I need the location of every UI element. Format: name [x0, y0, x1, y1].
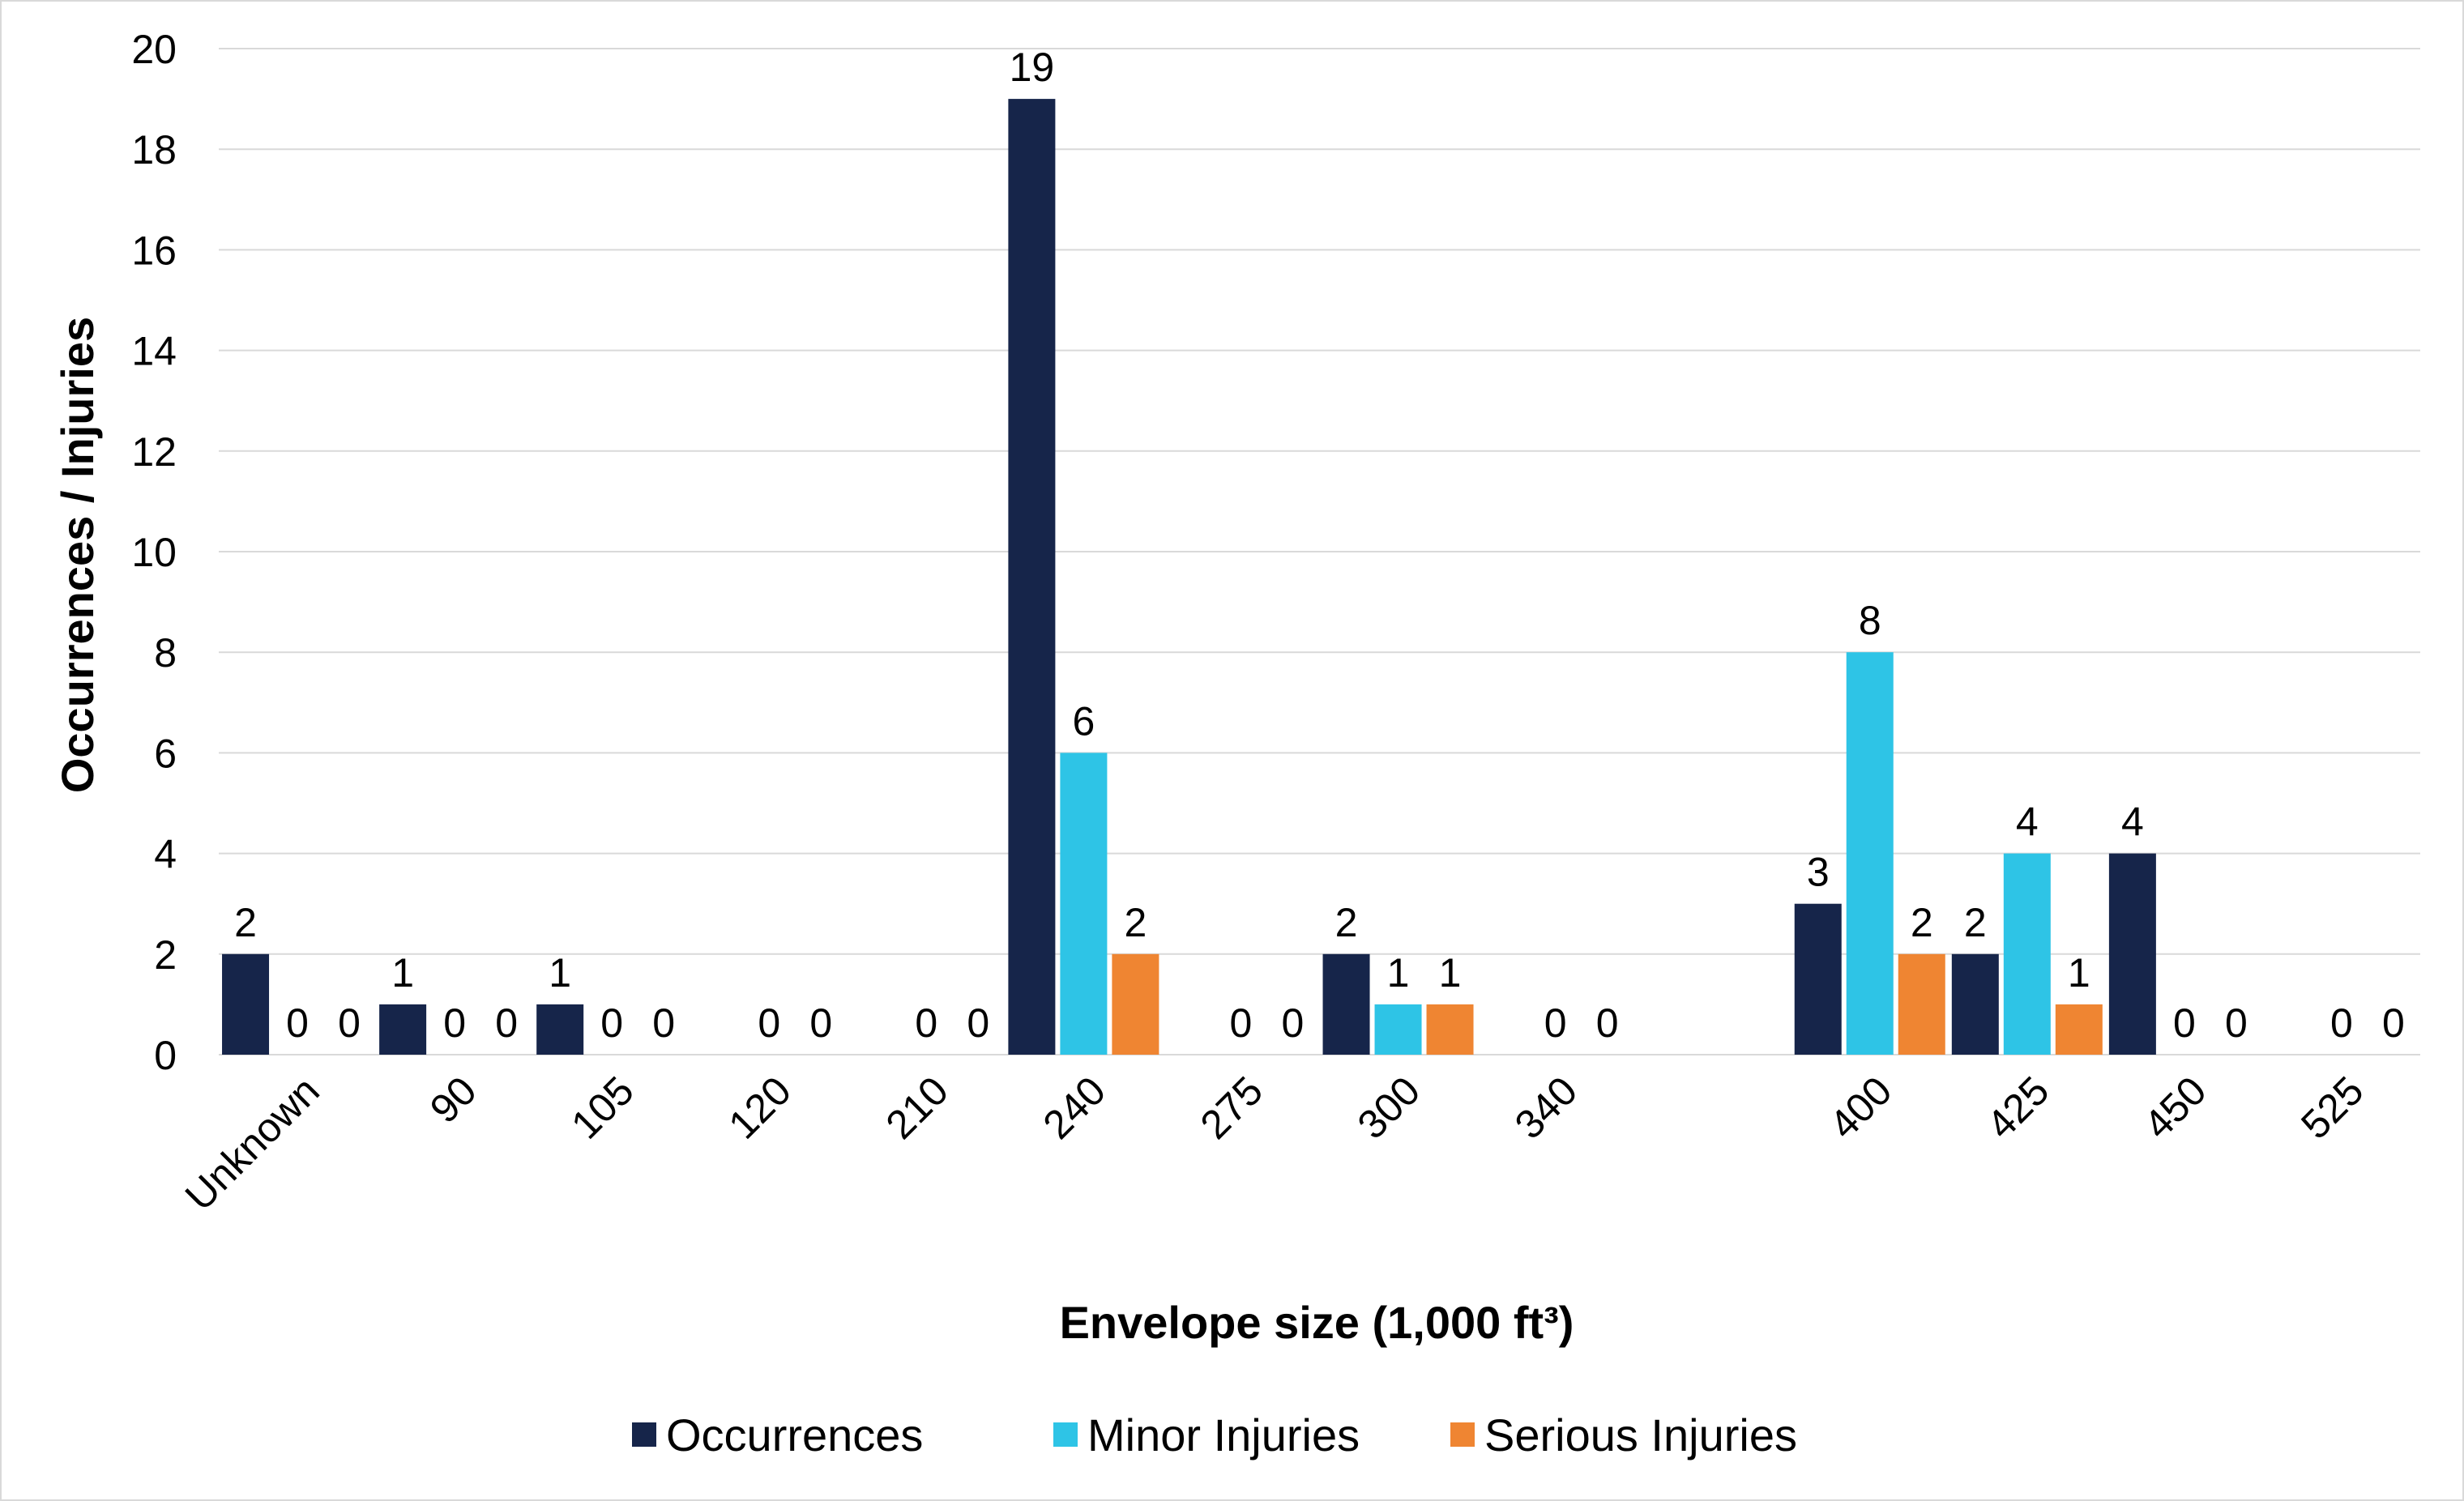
legend-label: Occurrences [666, 1409, 923, 1460]
legend-swatch [1053, 1422, 1078, 1447]
y-tick-label: 4 [154, 832, 177, 877]
data-label: 0 [915, 1000, 937, 1046]
data-label: 1 [2068, 950, 2090, 996]
data-label: 0 [1544, 1000, 1567, 1046]
data-label: 4 [2016, 800, 2039, 845]
y-tick-label: 0 [154, 1033, 177, 1078]
data-label: 4 [2121, 800, 2144, 845]
data-label: 19 [1010, 45, 1055, 90]
y-tick-label: 2 [154, 932, 177, 978]
y-tick-label: 8 [154, 630, 177, 676]
x-tick-label: 210 [878, 1068, 958, 1148]
data-label: 0 [338, 1000, 361, 1046]
y-tick-label: 12 [131, 429, 177, 475]
bar-occurrences [222, 953, 270, 1055]
data-label: 0 [495, 1000, 518, 1046]
bar-serious-injuries [2055, 1004, 2103, 1055]
data-label: 0 [2330, 1000, 2353, 1046]
x-tick-label: 300 [1349, 1068, 1429, 1148]
x-tick-label: 90 [421, 1068, 485, 1132]
bar-occurrences [1322, 953, 1370, 1055]
legend-label: Minor Injuries [1087, 1409, 1360, 1460]
x-tick-label: 120 [720, 1068, 800, 1148]
legend-swatch [1450, 1422, 1475, 1447]
bar-occurrences [1794, 903, 1842, 1055]
data-label: 2 [234, 900, 257, 945]
data-label: 2 [1124, 900, 1147, 945]
bar-occurrences [536, 1004, 584, 1055]
y-tick-label: 10 [131, 530, 177, 575]
x-tick-label: 525 [2292, 1068, 2372, 1148]
data-label: 3 [1807, 850, 1830, 895]
data-label: 0 [1596, 1000, 1619, 1046]
bar-minor-injuries [1846, 652, 1894, 1055]
y-tick-label: 6 [154, 731, 177, 776]
data-label: 0 [967, 1000, 989, 1046]
x-tick-label: 340 [1506, 1068, 1586, 1148]
data-label: 8 [1859, 598, 1881, 643]
x-tick-label: 240 [1035, 1068, 1115, 1148]
bar-serious-injuries [1112, 953, 1159, 1055]
y-tick-label: 20 [131, 27, 177, 72]
bar-occurrences [1951, 953, 1999, 1055]
data-label: 1 [1387, 950, 1410, 996]
bars [222, 99, 2156, 1055]
bar-occurrences [2108, 853, 2156, 1055]
bar-occurrences [379, 1004, 427, 1055]
bar-serious-injuries [1898, 953, 1945, 1055]
x-tick-label: 275 [1192, 1068, 1272, 1148]
x-axis-title: Envelope size (1,000 ft³) [1060, 1297, 1574, 1348]
y-tick-label: 18 [131, 127, 177, 173]
data-label: 0 [600, 1000, 623, 1046]
data-label: 1 [549, 950, 571, 996]
data-label: 0 [286, 1000, 309, 1046]
data-label: 0 [2173, 1000, 2196, 1046]
data-label: 2 [1964, 900, 1987, 945]
x-tick-label: 425 [1978, 1068, 2058, 1148]
data-label: 0 [443, 1000, 466, 1046]
data-label: 6 [1072, 698, 1095, 744]
y-axis-ticks: 0 2 4 6 8 10 12 14 16 18 20 [131, 27, 177, 1078]
data-label: 0 [652, 1000, 675, 1046]
data-label: 2 [1911, 900, 1933, 945]
bar-minor-injuries [2003, 853, 2051, 1055]
data-label: 0 [2225, 1000, 2248, 1046]
x-tick-label: 105 [562, 1068, 643, 1148]
bar-minor-injuries [1374, 1004, 1422, 1055]
y-tick-label: 16 [131, 228, 177, 273]
y-tick-label: 14 [131, 329, 177, 374]
x-tick-label: Unknown [177, 1068, 328, 1219]
bar-minor-injuries [1060, 753, 1108, 1055]
bar-occurrences [1008, 99, 1056, 1055]
gridlines [219, 48, 2420, 1055]
legend-label: Serious Injuries [1484, 1409, 1797, 1460]
legend-swatch [632, 1422, 656, 1447]
y-axis-title: Occurrences / Injuries [52, 317, 103, 793]
data-label: 0 [1282, 1000, 1305, 1046]
x-axis-ticks: Unknown 90 105 120 210 240 275 300 340 400 425 450 5… [177, 1068, 2372, 1219]
data-label: 1 [391, 950, 414, 996]
x-tick-label: 450 [2135, 1068, 2215, 1148]
data-label: 0 [809, 1000, 832, 1046]
data-label: 0 [1230, 1000, 1253, 1046]
data-label: 2 [1335, 900, 1358, 945]
data-label: 1 [1439, 950, 1462, 996]
data-label: 0 [2382, 1000, 2405, 1046]
bar-serious-injuries [1426, 1004, 1474, 1055]
x-tick-label: 400 [1821, 1068, 1901, 1148]
data-label: 0 [758, 1000, 780, 1046]
legend: Occurrences Minor Injuries Serious Injurie… [632, 1409, 1797, 1460]
